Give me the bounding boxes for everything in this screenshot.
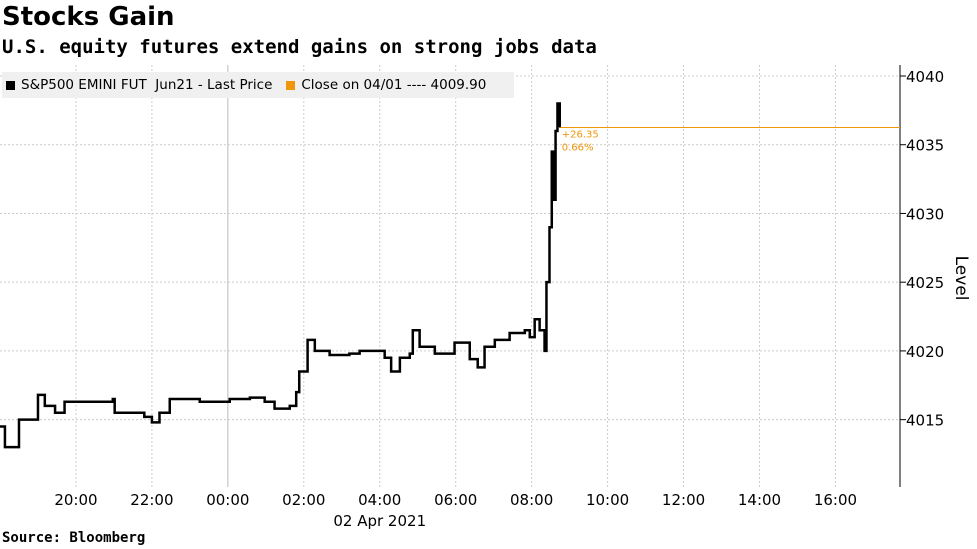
data-point [543,350,546,352]
data-point [97,400,100,403]
data-point [476,366,479,369]
y-tick-label: 4030 [906,205,944,223]
data-point [524,329,526,332]
data-point [263,400,266,403]
data-point [418,345,421,348]
data-point [295,391,298,393]
data-point [508,332,511,334]
x-tick-label: 10:00 [586,491,629,509]
data-point [434,352,436,355]
x-tick-label: 00:00 [206,491,249,509]
data-point [453,341,456,344]
data-point [228,398,231,400]
data-point [548,226,551,229]
data-point [4,446,6,448]
legend-swatch-series [6,80,15,90]
data-point [78,400,81,403]
data-point [483,345,486,348]
data-point [556,102,559,105]
legend-swatch-close [286,80,296,90]
x-tick-label: 22:00 [130,491,173,509]
data-point [18,418,20,421]
data-point [44,405,46,407]
data-point [348,352,351,355]
chart-subtitle: U.S. equity futures extend gains on stro… [2,36,597,58]
change-annotation: +26.35 [562,130,599,141]
source-note: Source: Bloomberg [2,530,146,546]
data-point [0,425,1,428]
x-axis-label: 02 Apr 2021 [333,512,426,530]
legend-series: S&P500 EMINI FUT Jun21 - Last Price [21,77,273,93]
x-tick-label: 04:00 [358,491,401,509]
data-point [54,411,56,414]
data-point [554,130,557,132]
data-point [528,336,531,338]
chart-title: Stocks Gain [2,2,175,32]
data-point [468,358,471,360]
data-point [494,339,496,341]
data-point [198,400,201,403]
legend: S&P500 EMINI FUT Jun21 - Last Price Clos… [2,72,514,98]
data-point [533,318,536,321]
data-point [111,398,114,400]
x-tick-label: 12:00 [662,491,705,509]
data-point [158,411,161,414]
x-tick-label: 08:00 [510,491,553,509]
data-point [14,446,16,448]
y-tick-label: 4040 [906,68,944,86]
data-point [63,400,66,403]
data-point [411,329,414,332]
data-point [328,354,331,356]
data-point [383,356,386,359]
data-point [249,396,251,399]
data-point [128,411,130,414]
data-point [151,421,153,424]
data-point [399,356,401,359]
x-tick-label: 16:00 [814,491,857,509]
price-line [0,102,561,449]
data-point [306,339,309,341]
data-point [552,198,555,201]
data-point [390,370,392,373]
x-tick-label: 06:00 [434,491,477,509]
data-point [545,281,548,283]
data-point [314,350,316,352]
y-tick-label: 4015 [906,412,944,430]
data-point [358,350,361,352]
y-tick-label: 4025 [906,274,944,292]
data-point [288,405,291,407]
y-tick-label: 4020 [906,343,944,361]
percent-annotation: 0.66% [562,143,594,154]
data-point [168,398,171,400]
data-point [550,150,553,153]
x-tick-label: 20:00 [54,491,97,509]
data-point [143,416,146,418]
data-point [113,411,116,414]
legend-close: Close on 04/01 ---- 4009.90 [301,77,487,93]
data-point [37,394,39,396]
y-tick-label: 4035 [906,137,944,155]
data-point [298,370,301,373]
data-point [273,407,276,410]
x-tick-label: 02:00 [282,491,325,509]
data-point [408,352,411,355]
data-point [558,126,561,128]
x-tick-label: 14:00 [738,491,781,509]
data-point [538,329,541,332]
y-axis-label: Level [951,256,971,301]
data-point [34,418,36,421]
